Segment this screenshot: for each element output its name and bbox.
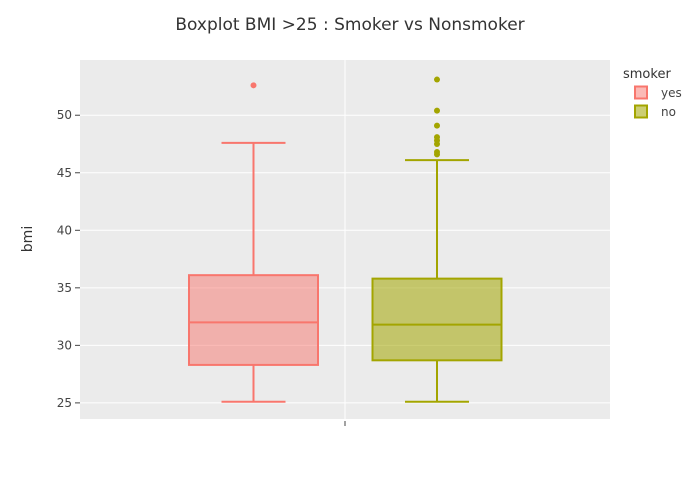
outlier-point [434, 107, 440, 114]
chart-title: Boxplot BMI >25 : Smoker vs Nonsmoker [175, 15, 524, 35]
y-axis-label: bmi [20, 226, 36, 252]
legend-swatch [634, 85, 648, 100]
box-series [188, 76, 503, 403]
outlier-point [434, 76, 440, 83]
y-tick-label: 45 [57, 166, 72, 180]
legend-swatch [634, 104, 648, 119]
outlier-point [434, 134, 440, 141]
legend-label: yes [661, 86, 682, 100]
legend[interactable]: smoker yes no [623, 67, 682, 119]
iqr-box [188, 274, 319, 366]
gridlines [80, 60, 610, 419]
y-tick-label: 30 [57, 338, 72, 352]
y-tick-label: 35 [57, 281, 72, 295]
legend-title: smoker [623, 67, 671, 82]
iqr-box [371, 277, 503, 362]
outlier-point [250, 82, 257, 89]
legend-item-no[interactable]: no [634, 104, 676, 119]
y-tick-label: 25 [57, 396, 72, 410]
box-yes [188, 82, 319, 403]
outlier-point [434, 149, 440, 156]
y-tick-label: 40 [57, 223, 72, 237]
box-no [371, 76, 503, 403]
legend-label: no [661, 105, 676, 119]
y-tick-label: 50 [57, 108, 72, 122]
legend-item-yes[interactable]: yes [634, 85, 682, 100]
y-axis: 25 30 35 40 45 50 [57, 108, 80, 410]
outlier-point [434, 122, 440, 129]
